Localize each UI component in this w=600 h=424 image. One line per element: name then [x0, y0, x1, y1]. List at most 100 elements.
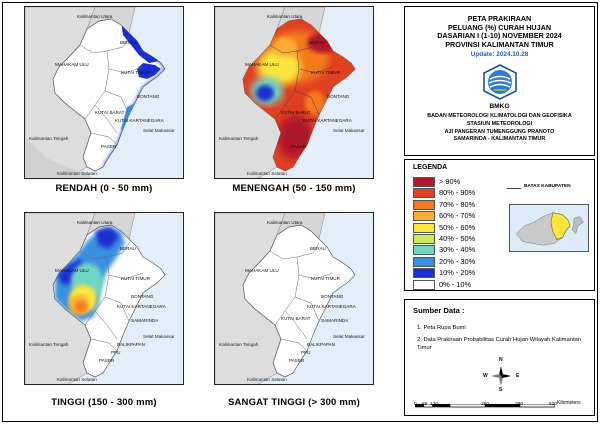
legend-item: 0% - 10%	[413, 279, 503, 291]
scale-tick-130: 130	[430, 402, 439, 407]
legend-swatch	[413, 199, 435, 210]
legend-item: > 90%	[413, 176, 503, 188]
bmkg-logo	[480, 62, 520, 102]
label-selat-makassar: Selat Makassar	[143, 334, 175, 339]
label-kutai-kartanegara: KUTAI KARTANEGARA	[303, 118, 352, 123]
source-item-1: 1. Peta Rupa Bumi	[417, 325, 466, 331]
agency-line-1: BADAN METEOROLOGI KLIMATOLOGI DAN GEOFIS…	[427, 113, 572, 120]
label-kutai-timur: KUTAI TIMUR	[311, 276, 340, 281]
label-mahakam-ulu: MAHAKAM ULU	[55, 62, 89, 67]
map-tinggi: Kalimantan Utara MAHAKAM ULU BERAU KUTAI…	[24, 212, 184, 385]
map-tinggi-graphic	[25, 213, 183, 384]
legend-item: 40% - 50%	[413, 233, 503, 245]
scale-tick-390: 390	[515, 402, 524, 407]
legend-title: LEGENDA	[413, 164, 448, 171]
source-box: Sumber Data : 1. Peta Rupa Bumi 2. Data …	[404, 299, 595, 416]
boundary-line-symbol	[507, 188, 521, 189]
label-kalteng: Kalimantan Tengah	[29, 342, 69, 347]
label-selat-makassar: Selat Makassar	[333, 128, 365, 133]
legend-label: > 90%	[439, 177, 461, 186]
label-kalteng: Kalimantan Tengah	[29, 136, 69, 141]
label-kalsel: Kalimantan Selatan	[57, 171, 97, 176]
agency-line-3: AJI PANGERAN TUMENGGUNG PRANOTO	[444, 128, 555, 135]
label-kalsel: Kalimantan Selatan	[247, 377, 287, 382]
label-samarinda: SAMARINDA	[321, 318, 349, 323]
legend-item: 30% - 40%	[413, 244, 503, 256]
label-bontang: BONTANG	[321, 294, 344, 299]
legend-label: 60% - 70%	[439, 211, 476, 221]
label-ppu: PPU	[111, 350, 121, 355]
title-line-2: PELUANG (%) CURAH HUJAN	[447, 22, 552, 32]
label-kalsel: Kalimantan Selatan	[57, 377, 97, 382]
label-kutai-barat: KUTAI BARAT	[281, 110, 311, 115]
map-rendah-caption: RENDAH (0 - 50 mm)	[55, 183, 153, 194]
label-berau: BERAU	[310, 40, 326, 45]
scale-tick-65: 65	[422, 402, 428, 407]
label-bontang: BONTANG	[131, 294, 154, 299]
map-sangat-tinggi-caption: SANGAT TINGGI (> 300 mm)	[227, 397, 361, 408]
compass-icon	[491, 366, 511, 386]
label-paser: PASER	[99, 358, 115, 363]
title-line-1: PETA PRAKIRAAN	[467, 14, 532, 23]
map-rendah: Kalimantan Utara MAHAKAM ULU BERAU KUTAI…	[24, 6, 184, 179]
map-tinggi-caption: TINGGI (150 - 300 mm)	[51, 397, 157, 408]
map-menengah-graphic	[215, 7, 373, 178]
legend-swatch	[413, 268, 435, 279]
agency-line-4: SAMARINDA - KALIMANTAN TIMUR	[453, 136, 546, 143]
map-menengah-caption: MENENGAH (50 - 150 mm)	[232, 183, 356, 194]
label-bontang: BONTANG	[327, 94, 350, 99]
compass-south: S	[499, 387, 503, 393]
label-kalsel: Kalimantan Selatan	[247, 171, 287, 176]
legend-item: 70% - 80%	[413, 199, 503, 211]
label-selat-makassar: Selat Makassar	[143, 128, 175, 133]
legend-swatch	[413, 222, 435, 233]
legend-label: 80% - 90%	[439, 188, 476, 198]
scale-tick-520: 520	[549, 402, 558, 407]
compass-rose: N S W E	[483, 357, 519, 393]
update-date: Update: 2024.10.28	[470, 51, 529, 59]
label-kalteng: Kalimantan Tengah	[219, 136, 259, 141]
legend-item: 20% - 30%	[413, 256, 503, 268]
legend-label: 50% - 60%	[439, 222, 476, 232]
label-kutai-kartanegara: KUTAI KARTANEGARA	[117, 304, 166, 309]
legend-label: 30% - 40%	[439, 245, 476, 255]
label-kutai-barat: KUTAI BARAT	[95, 110, 125, 115]
label-mahakam-ulu: MAHAKAM ULU	[245, 62, 279, 67]
label-samarinda: SAMARINDA	[131, 318, 159, 323]
label-kutai-timur: KUTAI TIMUR	[121, 70, 150, 75]
label-mahakam-ulu: MAHAKAM ULU	[55, 268, 89, 273]
map-rendah-graphic	[25, 7, 183, 178]
legend-swatch	[413, 177, 435, 187]
agency-line-2: STASIUN METEOROLOGI	[466, 120, 533, 127]
legend-box: LEGENDA > 90% 80% - 90% 70% - 80% 60% - 70%…	[404, 159, 595, 291]
inset-map-graphic	[510, 205, 588, 251]
legend-swatch	[413, 256, 435, 267]
label-kaltara: Kalimantan Utara	[77, 220, 113, 225]
legend-item: 80% - 90%	[413, 187, 503, 199]
title-line-3: DASARIAN I (1-10) NOVEMBER 2024	[437, 31, 562, 41]
label-kutai-kartanegara: KUTAI KARTANEGARA	[115, 118, 164, 123]
legend-swatch	[413, 188, 435, 199]
legend-item: 50% - 60%	[413, 222, 503, 234]
label-kaltara: Kalimantan Utara	[267, 14, 303, 19]
scale-tick-260: 260	[481, 402, 490, 407]
legend-swatch	[413, 234, 435, 244]
label-selat-makassar: Selat Makassar	[333, 334, 365, 339]
source-item-2: 2. Data Prakiraan Probabilitas Curah Huj…	[417, 337, 582, 351]
legend-label: 10% - 20%	[439, 268, 476, 278]
label-kaltara: Kalimantan Utara	[267, 220, 303, 225]
map-sangat-tinggi: Kalimantan Utara MAHAKAM ULU BERAU KUTAI…	[214, 212, 374, 385]
label-balikpapan: BALIKPAPAN	[117, 342, 145, 347]
legend-swatch	[413, 245, 435, 256]
label-kutai-timur: KUTAI TIMUR	[311, 70, 340, 75]
label-mahakam-ulu: MAHAKAM ULU	[245, 268, 279, 273]
label-kutai-kartanegara: KUTAI KARTANEGARA	[307, 304, 356, 309]
title-line-4: PROVINSI KALIMANTAN TIMUR	[445, 39, 554, 49]
inset-map	[509, 204, 589, 252]
legend-swatch	[413, 279, 435, 290]
bmkg-logo-text: BMKG	[489, 103, 510, 111]
label-berau: BERAU	[120, 246, 136, 251]
boundary-key: BATAS KABUPATEN	[507, 184, 597, 194]
label-kutai-timur: KUTAI TIMUR	[121, 276, 150, 281]
